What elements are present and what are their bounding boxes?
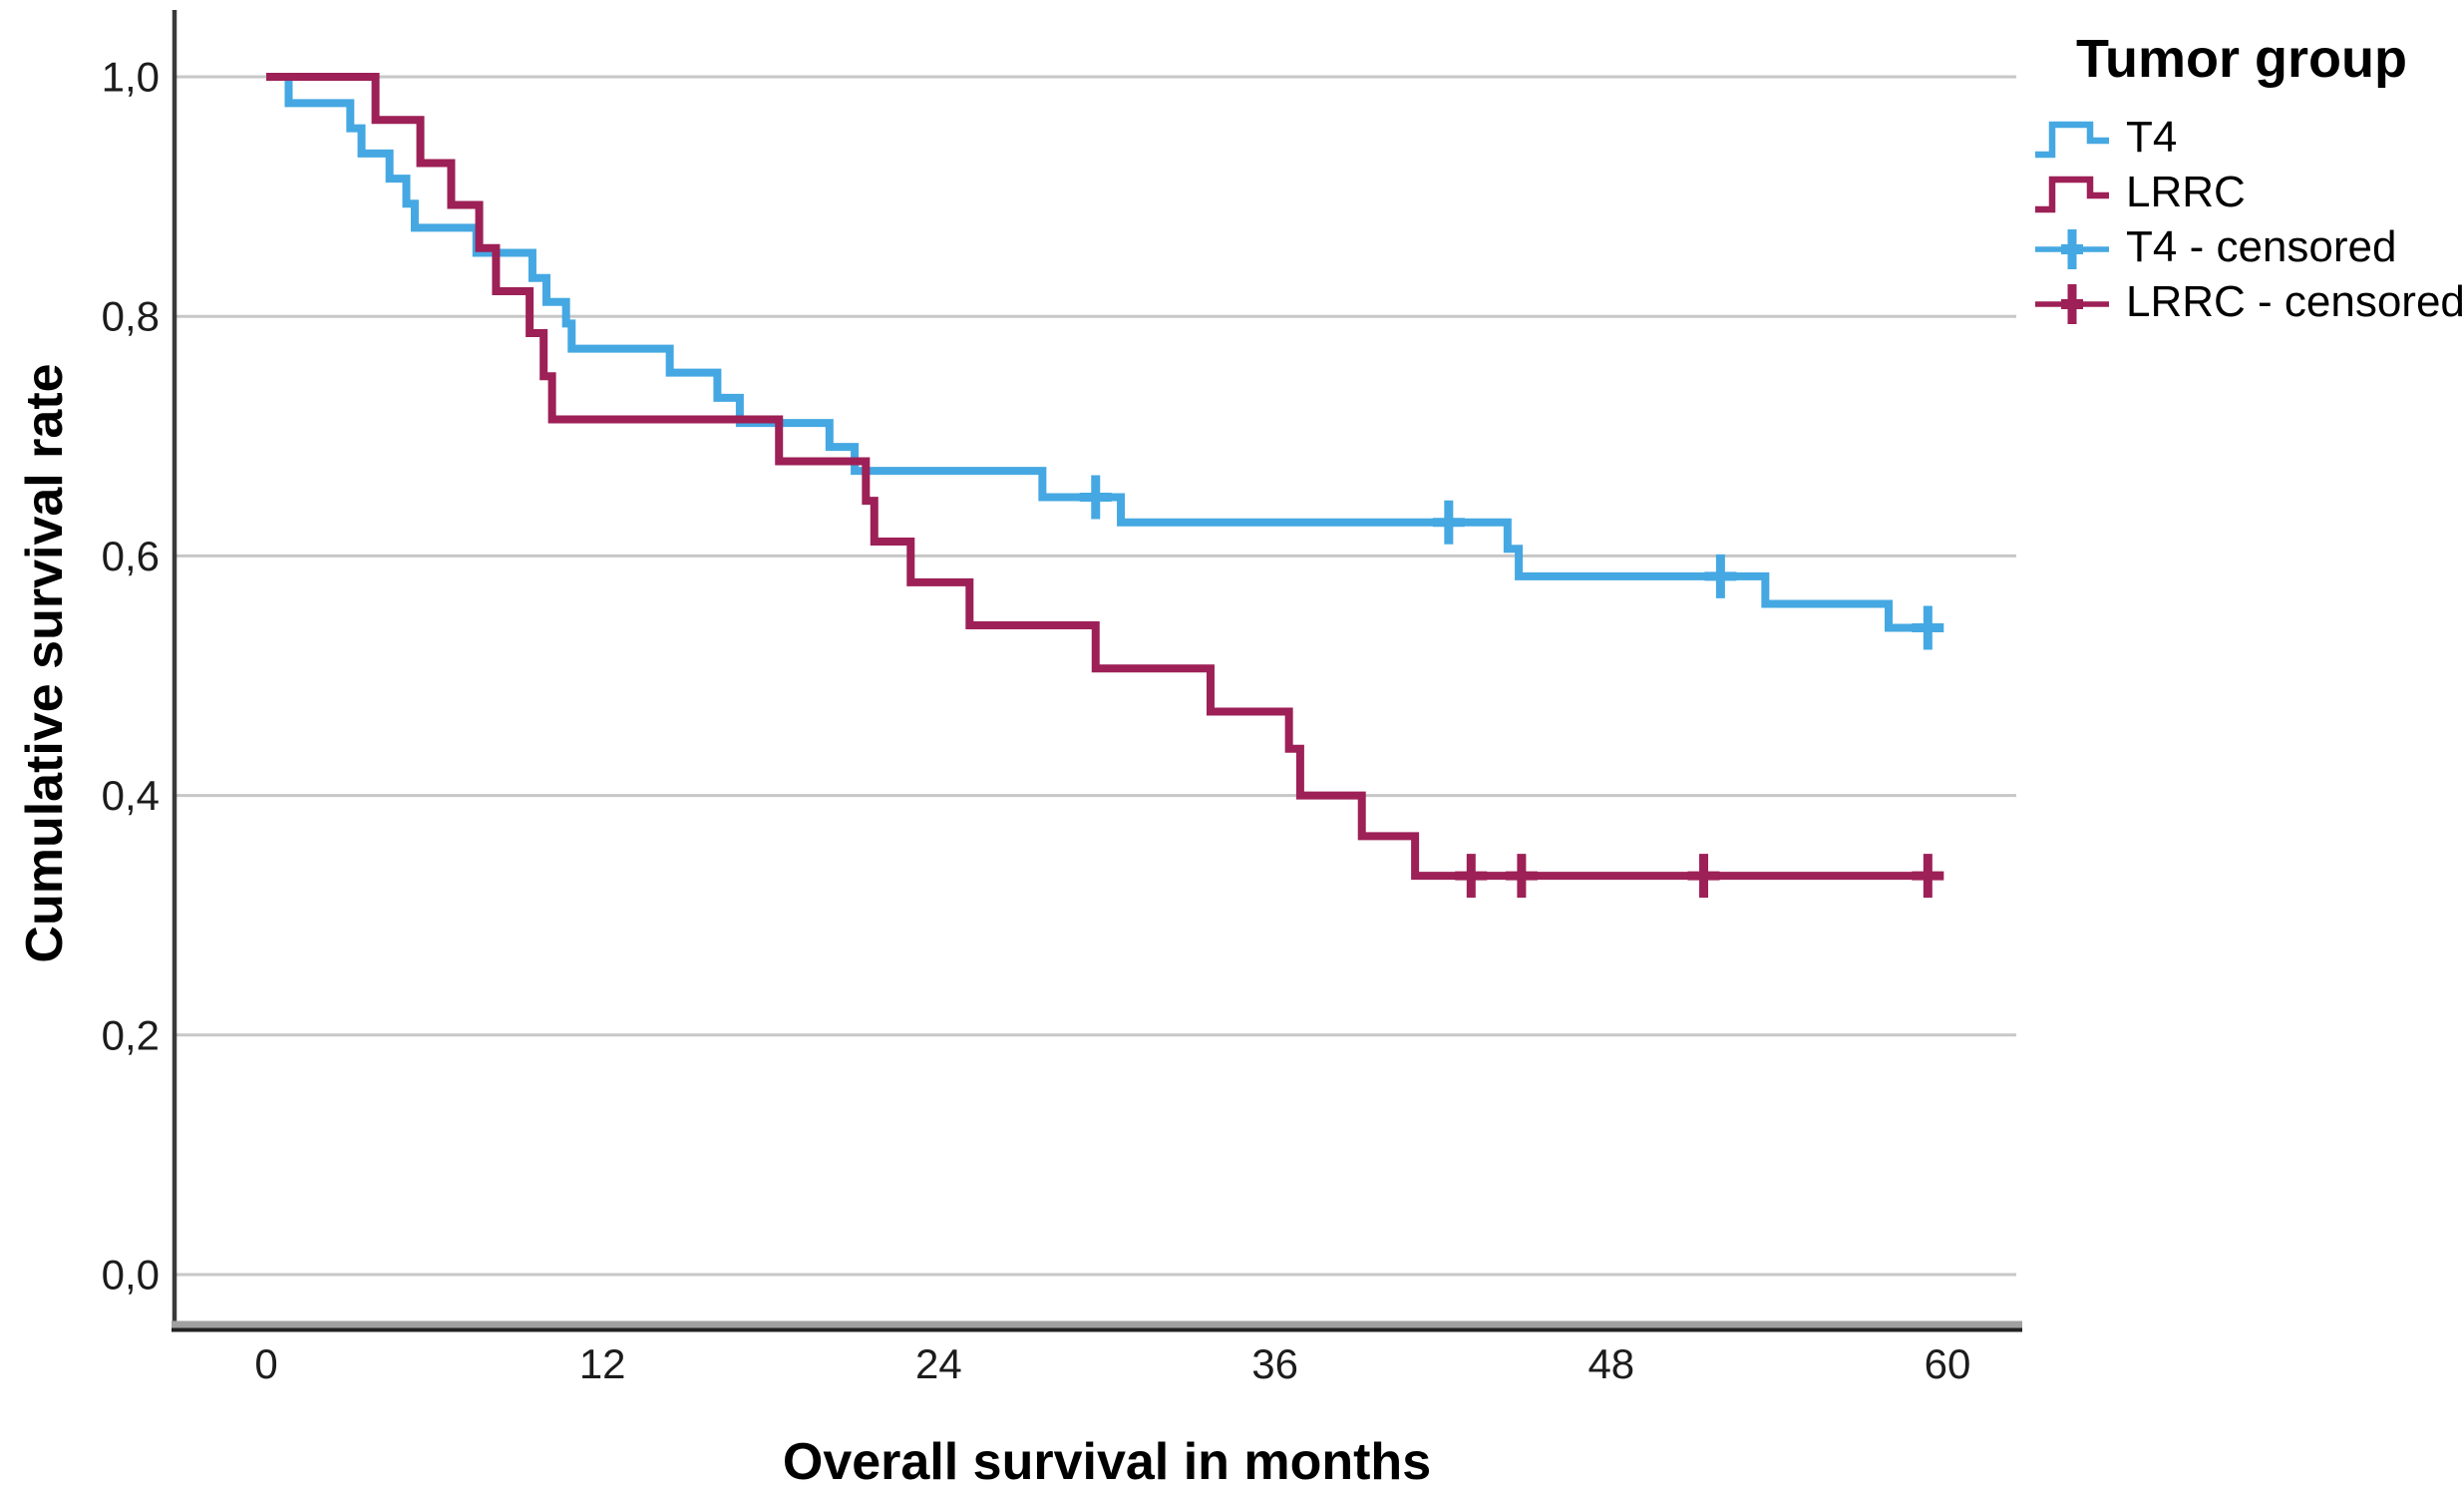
y-tick-label: 0,2	[102, 1011, 160, 1058]
legend-title: Tumor group	[2076, 29, 2407, 89]
y-tick-label: 1,0	[102, 54, 160, 101]
legend-item-label: T4 - censored	[2126, 221, 2397, 271]
y-tick-label: 0,0	[102, 1252, 160, 1299]
t4-curve	[266, 73, 1942, 632]
x-tick-label: 36	[1251, 1340, 1298, 1387]
legend-item-label: LRRC	[2126, 167, 2246, 216]
x-tick-label: 0	[254, 1340, 277, 1387]
y-tick-label: 0,8	[102, 293, 160, 340]
y-tick-label: 0,6	[102, 533, 160, 579]
censor-plus-icon	[2035, 228, 2109, 269]
x-tick-label: 60	[1925, 1340, 1971, 1387]
legend-item-lrrc-censored: LRRC - censored	[2032, 274, 2464, 329]
y-tick-label: 0,4	[102, 772, 160, 819]
x-tick-label: 24	[915, 1340, 962, 1387]
y-axis-title: Cumulative survival rate	[16, 363, 74, 963]
x-tick-label: 12	[579, 1340, 626, 1387]
legend-items: T4 LRRC T4 - censored LRRC - censored	[2032, 110, 2464, 329]
censor-plus-icon	[2035, 283, 2109, 324]
step-line-sample-icon	[2035, 176, 2109, 212]
legend-item-lrrc: LRRC	[2032, 165, 2464, 219]
x-axis-title: Overall survival in months	[782, 1433, 1432, 1491]
legend-item-label: T4	[2126, 112, 2178, 162]
x-tick-label: 48	[1587, 1340, 1634, 1387]
lrrc-curve	[266, 73, 1942, 881]
legend-item-t4-censored: T4 - censored	[2032, 219, 2464, 274]
legend: Tumor group T4 LRRC T4 - censored LRRC - ce…	[2032, 28, 2464, 329]
legend-item-t4: T4	[2032, 110, 2464, 165]
step-line-sample-icon	[2035, 121, 2109, 158]
legend-item-label: LRRC - censored	[2126, 276, 2464, 326]
